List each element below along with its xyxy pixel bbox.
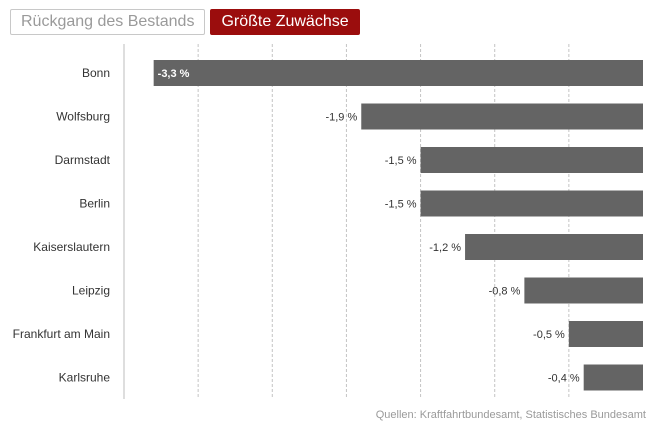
value-label: -0,8 % xyxy=(489,286,521,298)
bar[interactable] xyxy=(465,234,643,260)
source-note: Quellen: Kraftfahrtbundesamt, Statistisc… xyxy=(376,409,646,421)
tab-groesste-zuwaechse[interactable]: Größte Zuwächse xyxy=(210,9,360,35)
tab-rueckgang[interactable]: Rückgang des Bestands xyxy=(10,9,206,35)
bar[interactable] xyxy=(420,190,643,217)
category-label: Darmstadt xyxy=(55,153,111,167)
category-label: Wolfsburg xyxy=(56,110,110,124)
bar[interactable] xyxy=(524,277,643,304)
value-label: -1,5 % xyxy=(385,199,417,211)
bar[interactable] xyxy=(361,103,643,130)
category-label: Karlsruhe xyxy=(59,371,111,385)
category-label: Berlin xyxy=(79,197,110,211)
category-label: Leipzig xyxy=(72,284,110,298)
value-label: -0,4 % xyxy=(548,373,580,385)
value-label: -0,5 % xyxy=(533,329,565,341)
bar[interactable] xyxy=(568,321,643,347)
bar[interactable] xyxy=(153,60,643,86)
value-label: -3,3 % xyxy=(158,68,190,80)
value-label: -1,5 % xyxy=(385,155,417,167)
category-label: Frankfurt am Main xyxy=(13,327,110,341)
bar[interactable] xyxy=(420,147,643,173)
bar[interactable] xyxy=(583,364,643,391)
value-label: -1,9 % xyxy=(325,112,357,124)
value-label: -1,2 % xyxy=(429,242,461,254)
category-label: Bonn xyxy=(82,66,110,80)
tab-bar: Rückgang des Bestands Größte Zuwächse xyxy=(10,9,360,35)
category-label: Kaiserslautern xyxy=(33,240,110,254)
